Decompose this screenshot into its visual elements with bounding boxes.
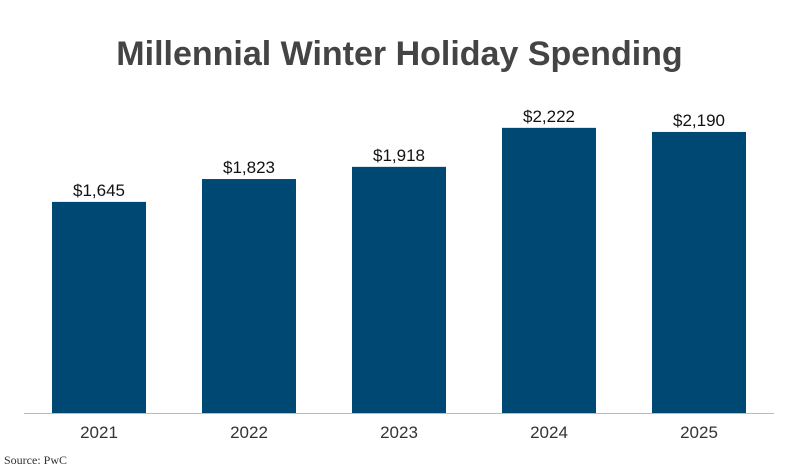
chart-title: Millennial Winter Holiday Spending bbox=[116, 35, 683, 73]
source-note: Source: PwC bbox=[4, 453, 67, 467]
x-tick-label-2025: 2025 bbox=[680, 423, 718, 442]
bar-2025 bbox=[652, 131, 746, 413]
bar-2022 bbox=[202, 179, 296, 413]
value-labels-group: $1,645 $1,823 $1,918 $2,222 $2,190 bbox=[73, 107, 725, 200]
value-label-2023: $1,918 bbox=[373, 146, 425, 165]
x-tick-label-2023: 2023 bbox=[380, 423, 418, 442]
bars-group bbox=[52, 127, 746, 414]
x-tick-label-2021: 2021 bbox=[80, 423, 118, 442]
value-label-2021: $1,645 bbox=[73, 181, 125, 200]
value-label-2022: $1,823 bbox=[223, 158, 275, 177]
bar-2023 bbox=[352, 166, 446, 413]
x-tick-label-2022: 2022 bbox=[230, 423, 268, 442]
bar-2021 bbox=[52, 201, 146, 413]
x-tick-labels-group: 2021 2022 2023 2024 2025 bbox=[80, 423, 718, 442]
value-label-2024: $2,222 bbox=[523, 107, 575, 126]
x-tick-label-2024: 2024 bbox=[530, 423, 568, 442]
bar-2024 bbox=[502, 127, 596, 414]
value-label-2025: $2,190 bbox=[673, 111, 725, 130]
